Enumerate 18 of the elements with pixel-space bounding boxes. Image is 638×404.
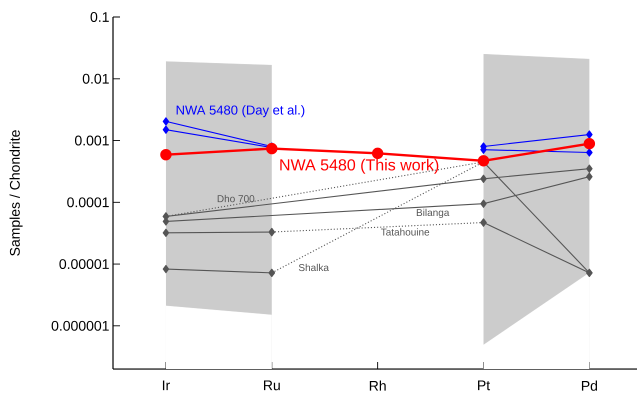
y-tick-label: 0.000001 [52,320,109,331]
y-axis-title: Samples / Chondrite [10,130,23,256]
series-label: Dho 700 [218,194,254,202]
x-tick-label: Ru [264,380,280,390]
x-tick-label: Ir [162,380,170,390]
y-tick-label: 0.0001 [67,197,109,208]
y-tick-label: 0.1 [90,12,109,22]
y-tick-label: 0.01 [82,74,109,84]
y-tick-label: 0.001 [74,136,109,146]
x-tick-label: Pd [582,380,598,391]
x-tick-label: Pt [478,380,490,390]
x-tick-label: Rh [370,380,386,391]
series-label: Shalka [298,264,329,272]
y-tick-label: 0.00001 [59,259,109,270]
series-label: NWA 5480 (This work) [280,158,438,174]
series-label: Bilanga [416,208,450,218]
series-label: NWA 5480 (Day et al.) [176,105,304,118]
series-label: Tatahouine [380,228,430,236]
